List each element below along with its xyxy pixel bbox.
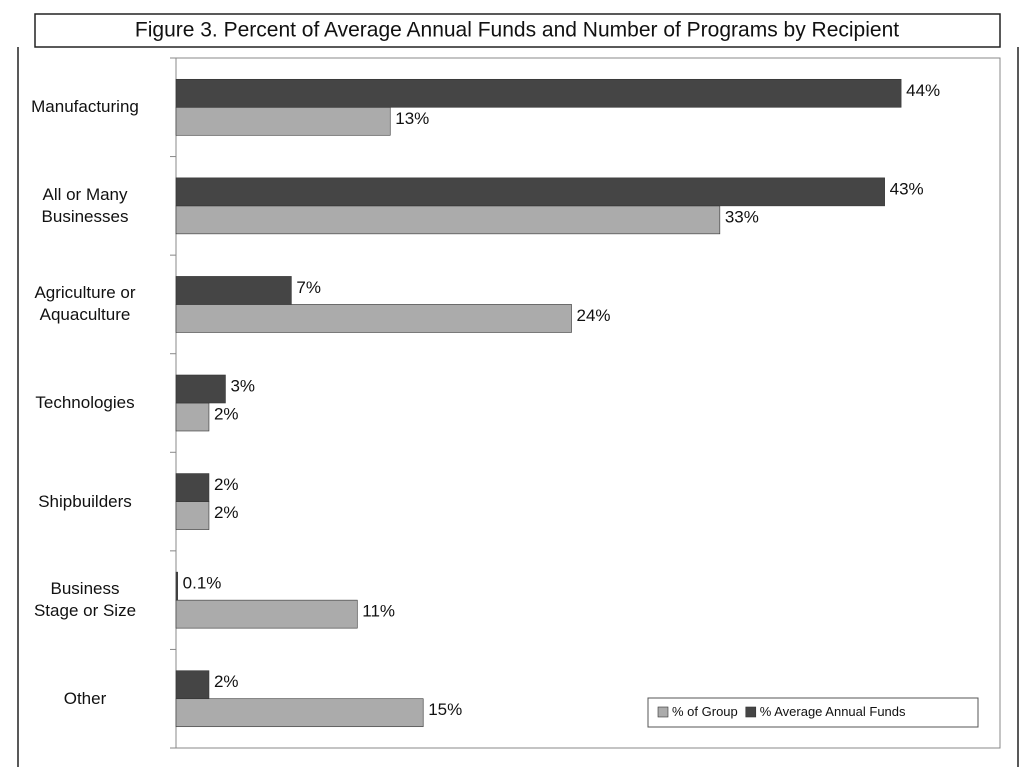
bar — [175, 698, 424, 728]
category-label: All or Many Businesses — [41, 184, 129, 226]
data-label: 24% — [577, 306, 611, 325]
data-label: 11% — [362, 602, 395, 621]
category-label: Other — [63, 688, 107, 708]
bar — [175, 205, 721, 235]
bar — [175, 374, 226, 404]
legend-swatch — [657, 706, 669, 718]
bar — [175, 304, 572, 333]
data-label: 13% — [395, 109, 429, 128]
data-label: 44% — [906, 81, 940, 100]
legend-label: % of Group — [672, 704, 738, 719]
bar — [175, 473, 210, 502]
data-label: 2% — [214, 503, 239, 522]
category-label: Agriculture or Aquaculture — [34, 283, 136, 325]
data-label: 3% — [230, 376, 255, 395]
data-label: 43% — [890, 179, 924, 198]
category-label: Manufacturing — [31, 97, 139, 117]
plot-area — [175, 57, 1001, 749]
bar — [175, 106, 391, 136]
bar — [175, 501, 210, 530]
bar — [175, 276, 292, 305]
data-label: 0.1% — [183, 574, 222, 593]
data-label: 2% — [214, 404, 239, 423]
legend-swatch — [745, 706, 757, 718]
bar — [175, 670, 210, 700]
legend-box — [647, 697, 979, 728]
chart-title: Figure 3. Percent of Average Annual Fund… — [135, 19, 899, 42]
data-label: 33% — [725, 207, 759, 226]
data-label: 2% — [214, 672, 239, 691]
category-label: Shipbuilders — [38, 491, 132, 511]
bar — [175, 177, 885, 207]
category-label: Technologies — [35, 393, 135, 412]
title-box — [34, 13, 1001, 48]
data-label: 7% — [296, 278, 321, 297]
data-label: 2% — [214, 475, 239, 494]
bar — [175, 78, 902, 108]
legend-label: % Average Annual Funds — [760, 704, 906, 719]
bar — [175, 571, 178, 601]
category-label: Business Stage or Size — [33, 579, 137, 621]
bar — [175, 599, 358, 629]
bar — [175, 402, 210, 432]
data-label: 15% — [428, 700, 462, 719]
